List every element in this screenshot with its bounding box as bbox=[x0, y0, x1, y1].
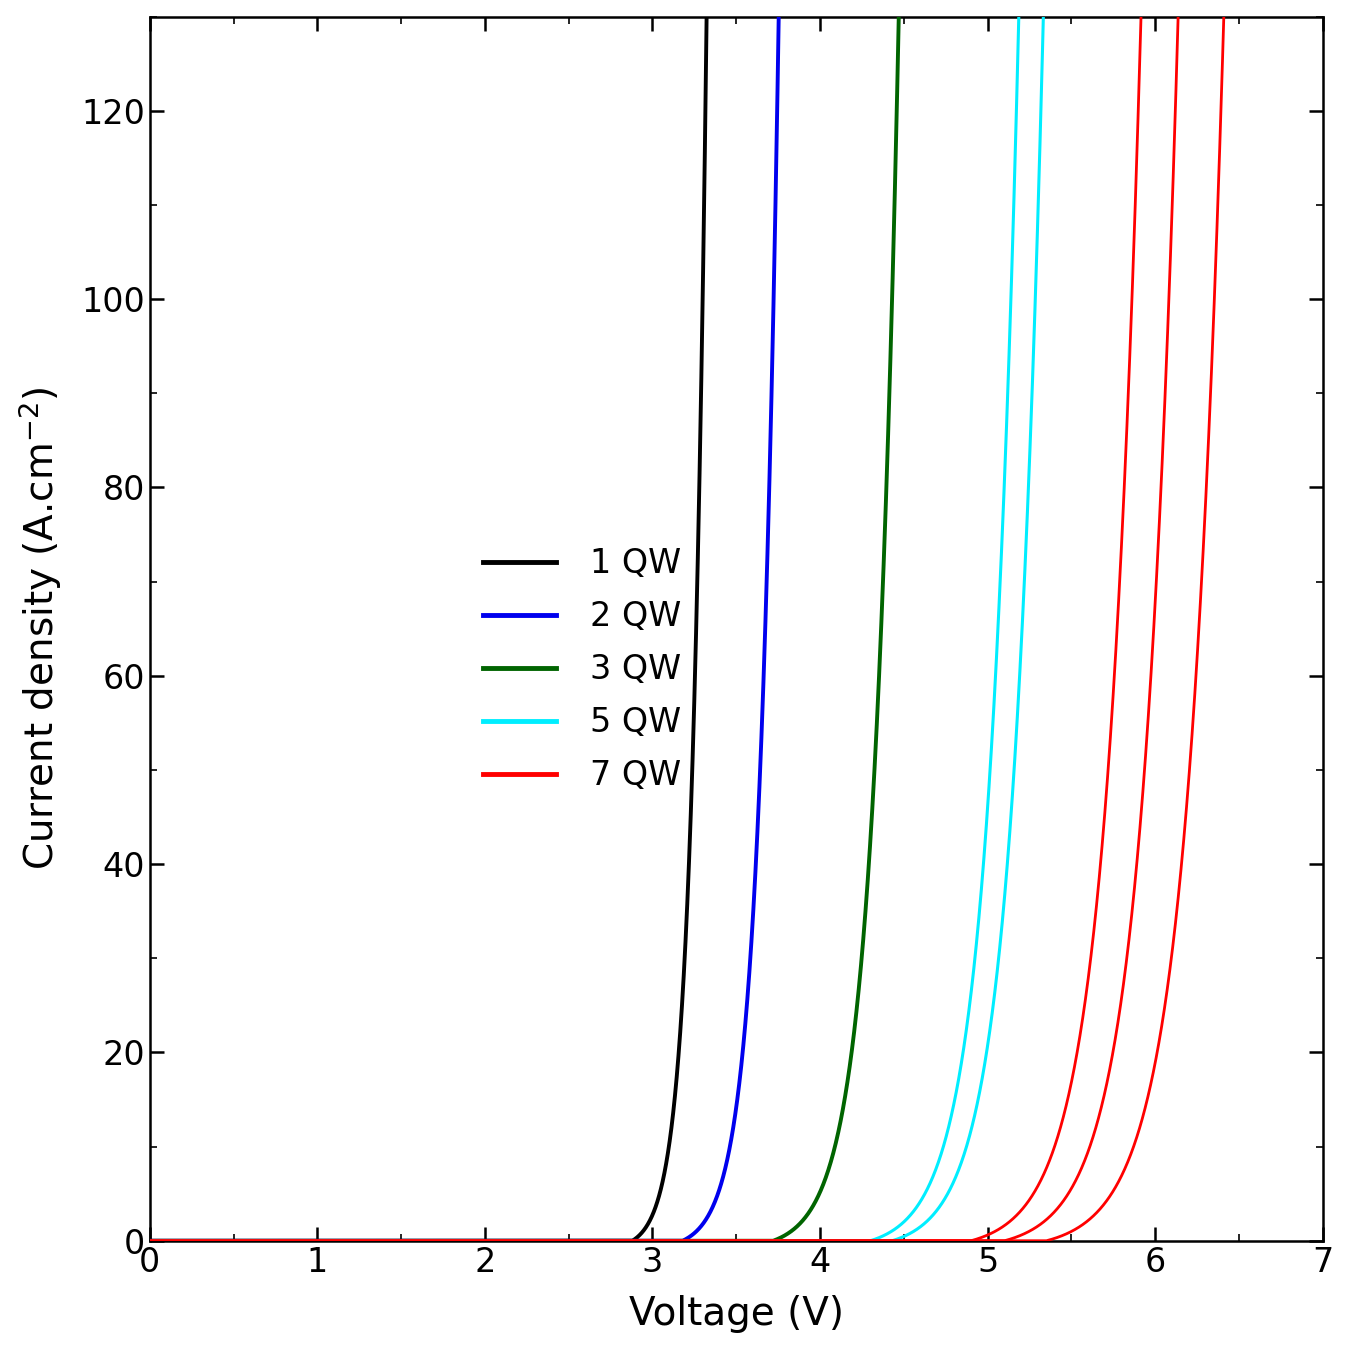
Legend: 1 QW, 2 QW, 3 QW, 5 QW, 7 QW: 1 QW, 2 QW, 3 QW, 5 QW, 7 QW bbox=[483, 548, 680, 792]
Y-axis label: Current density (A.cm$^{-2}$): Current density (A.cm$^{-2}$) bbox=[16, 387, 65, 871]
X-axis label: Voltage (V): Voltage (V) bbox=[629, 1296, 844, 1334]
